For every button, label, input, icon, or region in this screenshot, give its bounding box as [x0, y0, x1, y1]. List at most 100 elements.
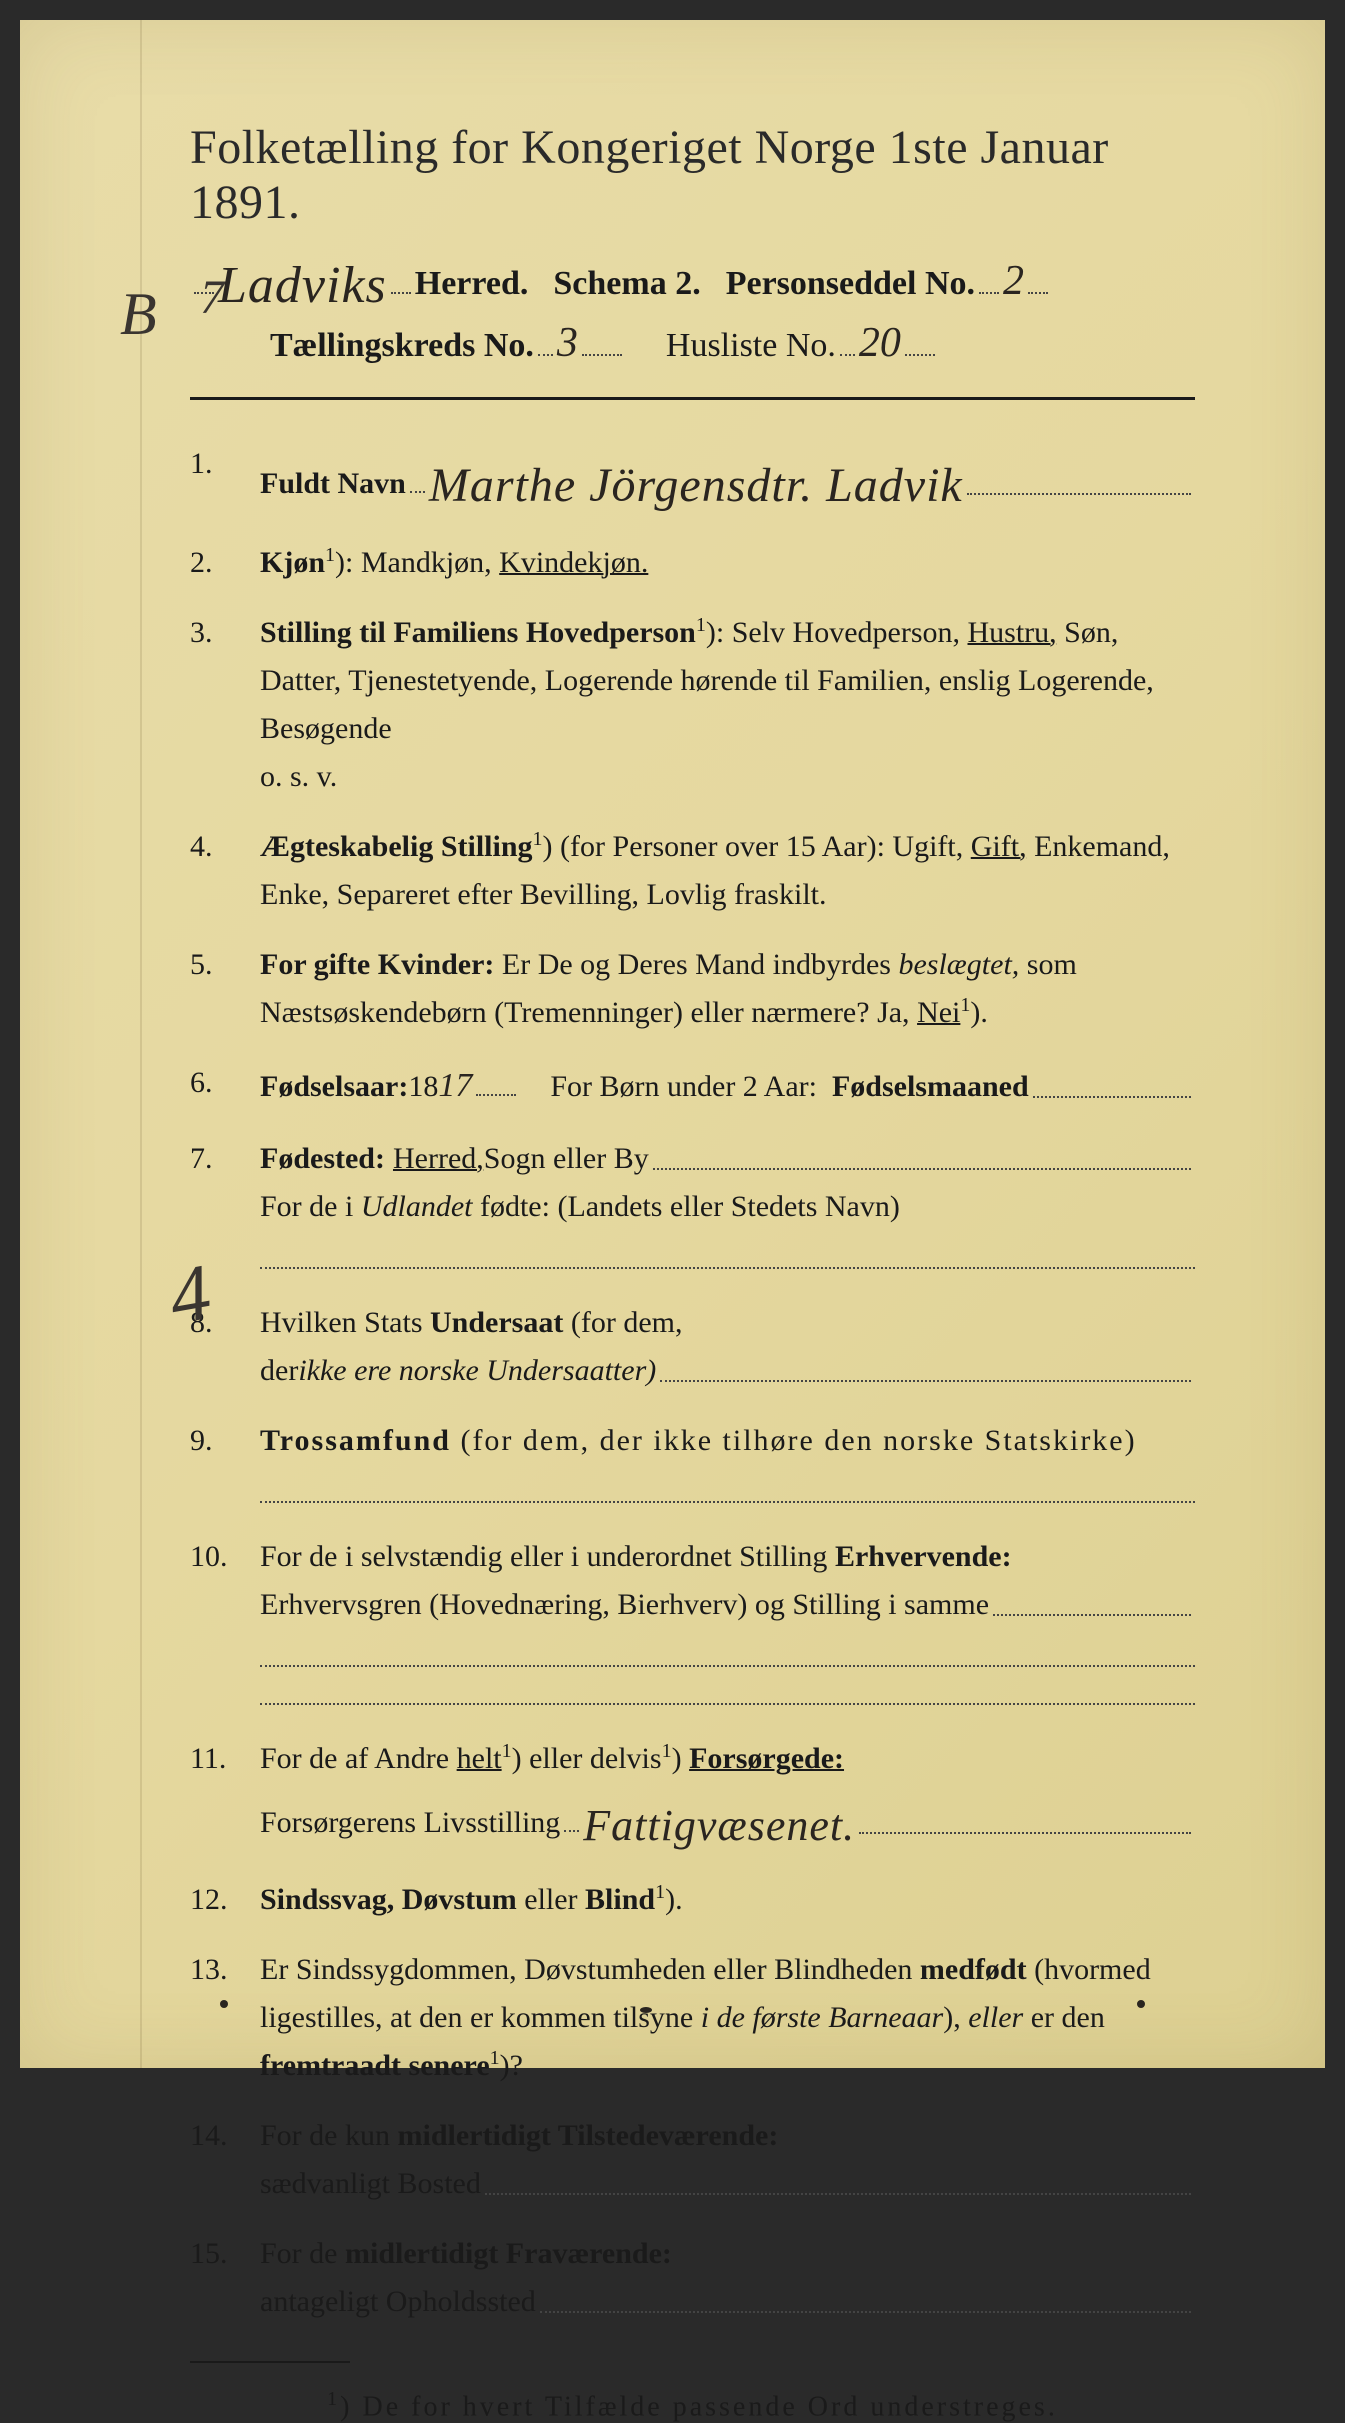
sup: 1	[662, 1740, 672, 1762]
sup: 1	[533, 828, 543, 850]
item-label: Forsørgede:	[689, 1742, 844, 1775]
item-content: Fødselsaar: 1817 For Børn under 2 Aar: F…	[260, 1059, 1195, 1113]
page-title: Folketælling for Kongeriget Norge 1ste J…	[190, 120, 1195, 230]
name-value: Marthe Jörgensdtr. Ladvik	[429, 448, 963, 525]
item-content: For de kun midlertidigt Tilstedeværende:…	[260, 2112, 1195, 2208]
item-label: Kjøn	[260, 546, 325, 579]
item-10: 10. For de i selvstændig eller i underor…	[190, 1533, 1195, 1713]
item-content: Trossamfund (for dem, der ikke tilhøre d…	[260, 1417, 1195, 1511]
text: er den	[1023, 2001, 1105, 2034]
schema-label: Schema 2.	[553, 265, 700, 303]
dots	[993, 1614, 1191, 1616]
item-13: 13. Er Sindssygdommen, Døvstumheden elle…	[190, 1946, 1195, 2090]
item-content: Kjøn1): Mandkjøn, Kvindekjøn.	[260, 539, 1195, 587]
item-label: Fuldt Navn	[260, 460, 406, 508]
herred-value: Ladviks	[218, 256, 387, 315]
text: For de i	[260, 1190, 361, 1223]
dots	[540, 2311, 1191, 2313]
item-number: 15.	[190, 2230, 260, 2326]
text: For de i selvstændig eller i underordnet…	[260, 1540, 835, 1573]
item-number: 6.	[190, 1059, 260, 1113]
ink-blot	[640, 2007, 652, 2013]
item-number: 5.	[190, 941, 260, 1037]
item-12: 12. Sindssvag, Døvstum eller Blind1).	[190, 1876, 1195, 1924]
item-4: 4. Ægteskabelig Stilling1) (for Personer…	[190, 823, 1195, 919]
text: (for dem,	[563, 1306, 682, 1339]
item-label: Stilling til Familiens Hovedperson	[260, 616, 696, 649]
sup: 1	[960, 994, 970, 1016]
dots	[967, 493, 1191, 495]
item-label: midlertidigt Fraværende:	[345, 2237, 672, 2270]
herred-label: Herred.	[415, 265, 529, 303]
item-label: Undersaat	[430, 1306, 563, 1339]
divider-top	[190, 397, 1195, 400]
item-7: 7. Fødested: Herred, Sogn eller By For d…	[190, 1135, 1195, 1277]
text: der	[260, 1347, 298, 1395]
form-items-list: 1. Fuldt Navn Marthe Jörgensdtr. Ladvik …	[190, 440, 1195, 2326]
footnote-sup: 1	[327, 2388, 340, 2410]
ink-blot	[220, 2000, 228, 2008]
item-1: 1. Fuldt Navn Marthe Jörgensdtr. Ladvik	[190, 440, 1195, 517]
text: ) (for Personer over 15 Aar): Ugift,	[543, 830, 971, 863]
text: ): Mandkjøn,	[335, 546, 499, 579]
item-15: 15. For de midlertidigt Fraværende: anta…	[190, 2230, 1195, 2326]
text: Er De og Deres Mand indbyrdes	[494, 948, 898, 981]
item-number: 1.	[190, 440, 260, 517]
text: For de af Andre	[260, 1742, 457, 1775]
item-content: Stilling til Familiens Hovedperson1): Se…	[260, 609, 1195, 801]
italic: ikke ere norske Undersaatter)	[298, 1347, 656, 1395]
text: )	[672, 1742, 690, 1775]
item-number: 14.	[190, 2112, 260, 2208]
italic: i de første Barneaar	[701, 2001, 943, 2034]
text: For de	[260, 2237, 345, 2270]
selected-option: Nei	[917, 996, 960, 1029]
sup: 1	[502, 1740, 512, 1762]
item-label: Fødested:	[260, 1135, 385, 1183]
footnote-text: ) De for hvert Tilfælde passende Ord und…	[340, 2391, 1058, 2422]
sup: 1	[325, 544, 335, 566]
item-5: 5. For gifte Kvinder: Er De og Deres Man…	[190, 941, 1195, 1037]
selected-option: Hustru,	[968, 616, 1057, 649]
kreds-value: 3	[557, 319, 578, 367]
item-label: Sindssvag, Døvstum	[260, 1883, 517, 1916]
item-label-2: Blind	[585, 1883, 655, 1916]
footnote: 1) De for hvert Tilfælde passende Ord un…	[190, 2388, 1195, 2423]
dots	[1028, 292, 1048, 294]
item-9: 9. Trossamfund (for dem, der ikke tilhør…	[190, 1417, 1195, 1511]
italic: Udlandet	[361, 1190, 473, 1223]
selected-option: Gift,	[971, 830, 1027, 863]
selected-option: Herred,	[393, 1135, 484, 1183]
text: eller	[517, 1883, 585, 1916]
text: )?	[500, 2049, 523, 2082]
text: ): Selv Hovedperson,	[706, 616, 968, 649]
item-label: medfødt	[920, 1953, 1027, 1986]
year-value: 17	[438, 1059, 472, 1113]
sup: 1	[655, 1881, 665, 1903]
provider-value: Fattigvæsenet.	[583, 1791, 855, 1861]
item-3: 3. Stilling til Familiens Hovedperson1):…	[190, 609, 1195, 801]
item-6: 6. Fødselsaar: 1817 For Børn under 2 Aar…	[190, 1059, 1195, 1113]
dots	[564, 1830, 579, 1832]
item-number: 9.	[190, 1417, 260, 1511]
personseddel-value: 2	[1003, 257, 1024, 305]
sup: 1	[490, 2047, 500, 2069]
item-8: 8. Hvilken Stats Undersaat (for dem, der…	[190, 1299, 1195, 1395]
item-number: 4.	[190, 823, 260, 919]
text: Sogn eller By	[484, 1135, 649, 1183]
header-line-2: Tællingskreds No. 3 Husliste No. 20	[270, 319, 1195, 367]
dotted-line	[260, 1239, 1195, 1269]
item-label: Ægteskabelig Stilling	[260, 830, 533, 863]
text: antageligt Opholdssted	[260, 2278, 536, 2326]
item-content: Fødested: Herred, Sogn eller By For de i…	[260, 1135, 1195, 1277]
italic-text: beslægtet,	[898, 948, 1019, 981]
item-label: midlertidigt Tilstedeværende:	[398, 2119, 779, 2152]
dots	[840, 354, 855, 356]
item-number: 3.	[190, 609, 260, 801]
item-label: Trossamfund	[260, 1424, 451, 1457]
kreds-label: Tællingskreds No.	[270, 327, 534, 365]
item-11: 11. For de af Andre helt1) eller delvis1…	[190, 1735, 1195, 1853]
label-3: Fødselsmaaned	[832, 1063, 1029, 1111]
item-content: For de i selvstændig eller i underordnet…	[260, 1533, 1195, 1713]
dots	[653, 1168, 1191, 1170]
item-number: 10.	[190, 1533, 260, 1713]
